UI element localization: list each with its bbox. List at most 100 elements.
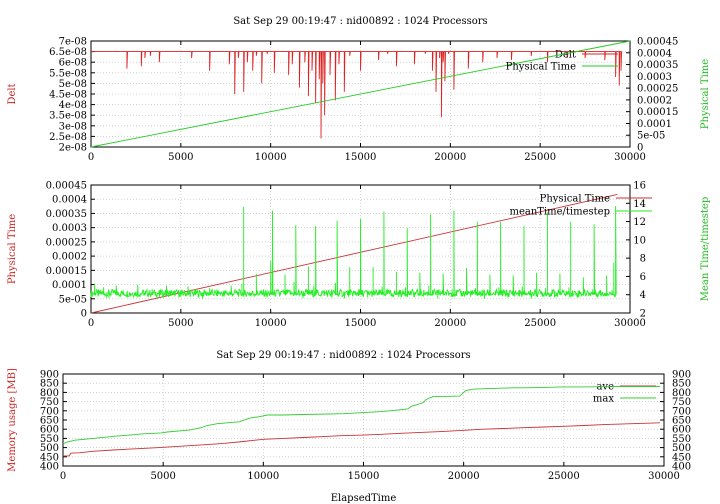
panel2-y-axis-label: Physical Time <box>7 214 18 284</box>
panel2-y2-tick-label: 10 <box>633 235 646 246</box>
panel3-x-tick-label: 10000 <box>247 471 279 482</box>
panel2-y2-tick-label: 16 <box>633 181 646 192</box>
panel2-y-tick-label: 0.00015 <box>46 266 87 277</box>
panel3-x-tick-label: 0 <box>60 471 66 482</box>
panel2-x-tick-label: 30000 <box>614 318 646 329</box>
panel2-y2-tick-label: 14 <box>633 199 646 210</box>
panel2-legend-label: Physical Time <box>540 194 610 205</box>
panel2-y-tick-label: 0 <box>81 309 87 320</box>
panel3-y-tick-label: 500 <box>40 443 59 454</box>
panel1-y-tick-label: 4.5e-08 <box>49 90 87 101</box>
panel1-legend-label: Physical Time <box>506 62 576 73</box>
panel3-x-tick-label: 25000 <box>548 471 580 482</box>
panel1-y-axis-label: Delt <box>7 83 18 104</box>
panel2-x-tick-label: 10000 <box>255 318 287 329</box>
panel2-x-tick-label: 25000 <box>524 318 556 329</box>
panel3-series-max <box>62 386 660 445</box>
panel1-y-tick-label: 3e-08 <box>59 121 87 132</box>
panel3-x-tick-label: 5000 <box>150 471 175 482</box>
panel1-y2-tick-label: 0 <box>637 143 643 154</box>
panel3-y-tick-label: 450 <box>40 452 59 463</box>
panel3-y-tick-label: 800 <box>40 388 59 399</box>
panel2-y-tick-label: 0.00035 <box>46 209 87 220</box>
panel3-x-tick-label: 30000 <box>648 471 680 482</box>
panel3-x-tick-label: 20000 <box>448 471 480 482</box>
panel3-y-tick-label: 750 <box>40 397 59 408</box>
panel1-title: Sat Sep 29 00:19:47 : nid00892 : 1024 Pr… <box>233 16 487 27</box>
panel1-series-delt <box>91 51 623 139</box>
panel1-y-tick-label: 5.5e-08 <box>49 68 87 79</box>
panel3-y-tick-label: 850 <box>40 379 59 390</box>
panel3-y-tick-label: 550 <box>40 434 59 445</box>
panel1-y-tick-label: 7e-08 <box>59 37 87 48</box>
panel1-x-tick-label: 20000 <box>434 152 466 163</box>
panel1-y2-tick-label: 0.00025 <box>637 84 678 95</box>
panel2-y-tick-label: 0.0001 <box>52 280 87 291</box>
panel1-y2-tick-label: 0.0003 <box>637 72 672 83</box>
panel2-x-tick-label: 15000 <box>345 318 377 329</box>
panel2-y-tick-label: 0.0004 <box>52 195 87 206</box>
panel2-x-tick-label: 5000 <box>168 318 193 329</box>
panel3-y2-tick-label: 500 <box>672 443 691 454</box>
panel3-y2-tick-label: 700 <box>672 406 691 417</box>
panel2-y-tick-label: 0.0003 <box>52 223 87 234</box>
panel1-y-tick-label: 3.5e-08 <box>49 111 87 122</box>
panel2-y2-tick-label: 12 <box>633 217 646 228</box>
panel3-y2-tick-label: 750 <box>672 397 691 408</box>
panel3-y2-tick-label: 600 <box>672 425 691 436</box>
panel1-y2-tick-label: 0.0002 <box>637 95 672 106</box>
panel1-x-tick-label: 15000 <box>345 152 377 163</box>
panel2-x-tick-label: 0 <box>88 318 94 329</box>
panel1-x-tick-label: 0 <box>88 152 94 163</box>
panel3-y2-tick-label: 400 <box>672 462 691 473</box>
panel2-y2-tick-label: 2 <box>640 309 646 320</box>
panel2-y2-tick-label: 6 <box>640 272 646 283</box>
panel2-legend-label: meanTime/timestep <box>509 207 610 218</box>
panel3-y2-tick-label: 800 <box>672 388 691 399</box>
panel1-x-tick-label: 10000 <box>255 152 287 163</box>
panel1-x-tick-label: 30000 <box>614 152 646 163</box>
panel1-x-tick-label: 5000 <box>168 152 193 163</box>
panel3-y-tick-label: 900 <box>40 370 59 381</box>
panel3-series-ave <box>63 422 661 457</box>
panel1-x-tick-label: 25000 <box>524 152 556 163</box>
panel1-y-tick-label: 5e-08 <box>59 79 87 90</box>
panel2-y-tick-label: 5e-05 <box>59 294 87 305</box>
panel1-y2-tick-label: 0.00035 <box>637 60 678 71</box>
panel3-y-tick-label: 650 <box>40 416 59 427</box>
panel3-x-axis-label: ElapsedTime <box>331 493 397 504</box>
panel3-y-axis-label: Memory usage [MB] <box>7 368 18 472</box>
panel3-y-tick-label: 400 <box>40 462 59 473</box>
panel3-x-tick-label: 15000 <box>348 471 380 482</box>
panel3-y2-tick-label: 550 <box>672 434 691 445</box>
panel1-y-tick-label: 6.5e-08 <box>49 47 87 58</box>
panel2-y-tick-label: 0.00045 <box>46 181 87 192</box>
panel2-y-tick-label: 0.00025 <box>46 237 87 248</box>
panel3-y2-tick-label: 450 <box>672 452 691 463</box>
panel1-series-physical-time <box>90 40 631 148</box>
panel1-y-tick-label: 4e-08 <box>59 100 87 111</box>
panel1-y-tick-label: 6e-08 <box>59 58 87 69</box>
panel1-y2-tick-label: 0.0004 <box>637 48 672 59</box>
panel1-y-tick-label: 2.5e-08 <box>49 132 87 143</box>
panel2-y-tick-label: 0.0002 <box>52 252 87 263</box>
panel2-series-meantime-timestep <box>90 205 617 299</box>
panel3-y-tick-label: 600 <box>40 425 59 436</box>
panel1-legend-label: Delt <box>555 50 576 61</box>
panel2-y2-tick-label: 4 <box>640 290 646 301</box>
panel3-title: Sat Sep 29 00:19:47 : nid00892 : 1024 Pr… <box>216 350 470 361</box>
panel1-y2-tick-label: 0.00045 <box>637 37 678 48</box>
panel3-legend-label: max <box>593 394 614 405</box>
panel1-y2-axis-label: Physical Time <box>700 59 711 129</box>
panel2-y2-tick-label: 8 <box>640 254 646 265</box>
panel3-y2-tick-label: 650 <box>672 416 691 427</box>
panel3-y2-tick-label: 900 <box>672 370 691 381</box>
panel2-y2-axis-label: Mean Time/timestep <box>700 197 711 301</box>
panel1-y-tick-label: 2e-08 <box>59 143 87 154</box>
panel1-y2-tick-label: 5e-05 <box>637 131 665 142</box>
panel2-x-tick-label: 20000 <box>434 318 466 329</box>
panel3-y2-tick-label: 850 <box>672 379 691 390</box>
panel1-y2-tick-label: 0.0001 <box>637 119 672 130</box>
panel3-y-tick-label: 700 <box>40 406 59 417</box>
